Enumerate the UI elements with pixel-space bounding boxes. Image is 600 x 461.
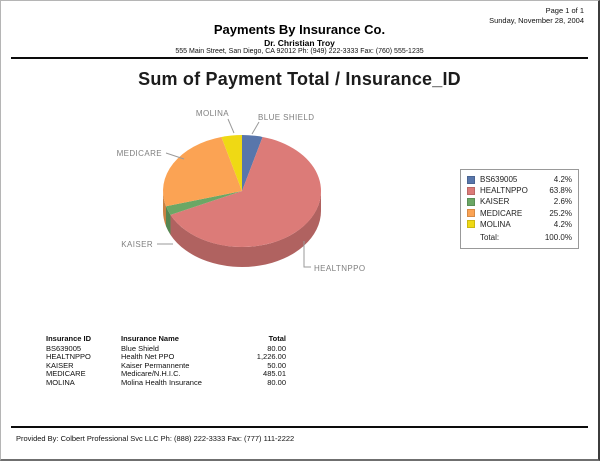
legend-percent: 4.2% <box>553 175 572 184</box>
pie-label-healtnppo: HEALTNPPO <box>314 264 365 273</box>
doctor-name: Dr. Christian Troy <box>264 38 335 48</box>
provided-by: Provided By: Colbert Professional Svc LL… <box>16 434 295 443</box>
legend-total-label: Total: <box>480 232 500 242</box>
table-cell: KAISER <box>46 360 74 370</box>
pie-label-molina: MOLINA <box>196 109 229 118</box>
page-number: Page 1 of 1 <box>545 6 584 15</box>
pie-label-medicare: MEDICARE <box>117 149 162 158</box>
pie-slice-kaiser <box>165 191 242 215</box>
legend-label: MEDICARE <box>480 208 523 218</box>
pie-slice-medicare <box>163 136 242 207</box>
table-header-cell: Total <box>268 334 286 343</box>
table-cell: 80.00 <box>267 377 286 387</box>
table-cell: 80.00 <box>267 344 286 353</box>
pie-slice-blue-shield <box>242 135 263 191</box>
company-name: Payments By Insurance Co. <box>213 22 386 37</box>
table-cell: MEDICARE <box>46 369 86 379</box>
footer-divider <box>11 426 588 428</box>
pie-side-medicare <box>163 191 166 227</box>
table-row: BS639005 Blue Shield 80.00 <box>46 344 286 353</box>
legend-row: MEDICARE 25.2% <box>467 208 572 219</box>
legend-swatch-icon <box>467 197 475 206</box>
table-cell: 50.00 <box>267 360 286 370</box>
insurance-table: Insurance ID Insurance Name Total BS639005 B… <box>46 334 286 387</box>
pie-callout-line-healtnppo <box>303 241 311 268</box>
table-cell: Blue Shield <box>121 344 159 353</box>
legend-label: HEALTNPPO <box>480 186 528 196</box>
table-cell: 1,226.00 <box>256 352 286 362</box>
legend-percent: 25.2% <box>549 208 572 218</box>
pie-callout-line-molina <box>227 118 235 134</box>
pie-label-kaiser: KAISER <box>121 240 153 249</box>
pie-side-healtnppo <box>170 191 321 267</box>
pie-chart: BLUE SHIELD HEALTNPPO KAISER MEDICARE MOLINA <box>117 109 366 273</box>
legend-label: KAISER <box>480 197 510 207</box>
legend-row: HEALTNPPO 63.8% <box>467 185 572 196</box>
table-cell: BS639005 <box>46 344 82 353</box>
legend-total-value: 100.0% <box>544 232 572 242</box>
table-row: MOLINA Molina Health Insurance 80.00 <box>46 377 286 387</box>
pie-callout-line-medicare <box>165 152 185 160</box>
pie-side-kaiser <box>165 206 171 235</box>
pie-slice-healtnppo <box>170 136 321 247</box>
legend-percent: 2.6% <box>553 197 572 207</box>
table-row: KAISER Kaiser Permannente 50.00 <box>46 360 286 370</box>
legend-label: MOLINA <box>480 219 511 229</box>
legend-total-row: Total: 100.0% <box>467 232 572 243</box>
legend-label: BS639005 <box>480 175 518 184</box>
legend-swatch-icon <box>467 220 475 229</box>
legend-percent: 63.8% <box>549 186 572 196</box>
practice-address: 555 Main Street, San Diego, CA 92012 Ph:… <box>175 48 424 55</box>
table-cell: MOLINA <box>46 377 75 387</box>
table-cell: Molina Health Insurance <box>121 377 202 387</box>
pie-callout-line-blue-shield <box>251 121 260 135</box>
legend-percent: 4.2% <box>553 219 572 229</box>
table-header-cell: Insurance Name <box>121 334 179 343</box>
legend-swatch-icon <box>467 175 475 184</box>
table-header-row: Insurance ID Insurance Name Total <box>46 334 286 344</box>
table-cell: Health Net PPO <box>121 352 175 362</box>
chart-title: Sum of Payment Total / Insurance_ID <box>138 69 461 89</box>
pie-label-blue-shield: BLUE SHIELD <box>258 113 314 122</box>
page-info: Page 1 of 1 Sunday, November 28, 2004 <box>489 6 584 25</box>
legend-row: BS639005 4.2% <box>467 174 572 185</box>
legend-swatch-icon <box>467 209 475 218</box>
report-date: Sunday, November 28, 2004 <box>489 15 584 25</box>
table-header-cell: Insurance ID <box>46 334 92 343</box>
chart-legend: BS639005 4.2% HEALTNPPO 63.8% KAISER 2.6% MEDI… <box>460 169 579 250</box>
legend-row: MOLINA 4.2% <box>467 219 572 230</box>
table-cell: Medicare/N.H.I.C. <box>121 369 181 379</box>
table-cell: 485.01 <box>263 369 286 379</box>
pie-slice-molina <box>221 135 242 191</box>
table-cell: HEALTNPPO <box>46 352 91 362</box>
legend-swatch-icon <box>467 186 475 195</box>
legend-row: KAISER 2.6% <box>467 196 572 207</box>
table-cell: Kaiser Permannente <box>121 360 190 370</box>
table-row: MEDICARE Medicare/N.H.I.C. 485.01 <box>46 369 286 379</box>
table-row: HEALTNPPO Health Net PPO 1,226.00 <box>46 352 286 362</box>
header-divider <box>11 57 588 59</box>
